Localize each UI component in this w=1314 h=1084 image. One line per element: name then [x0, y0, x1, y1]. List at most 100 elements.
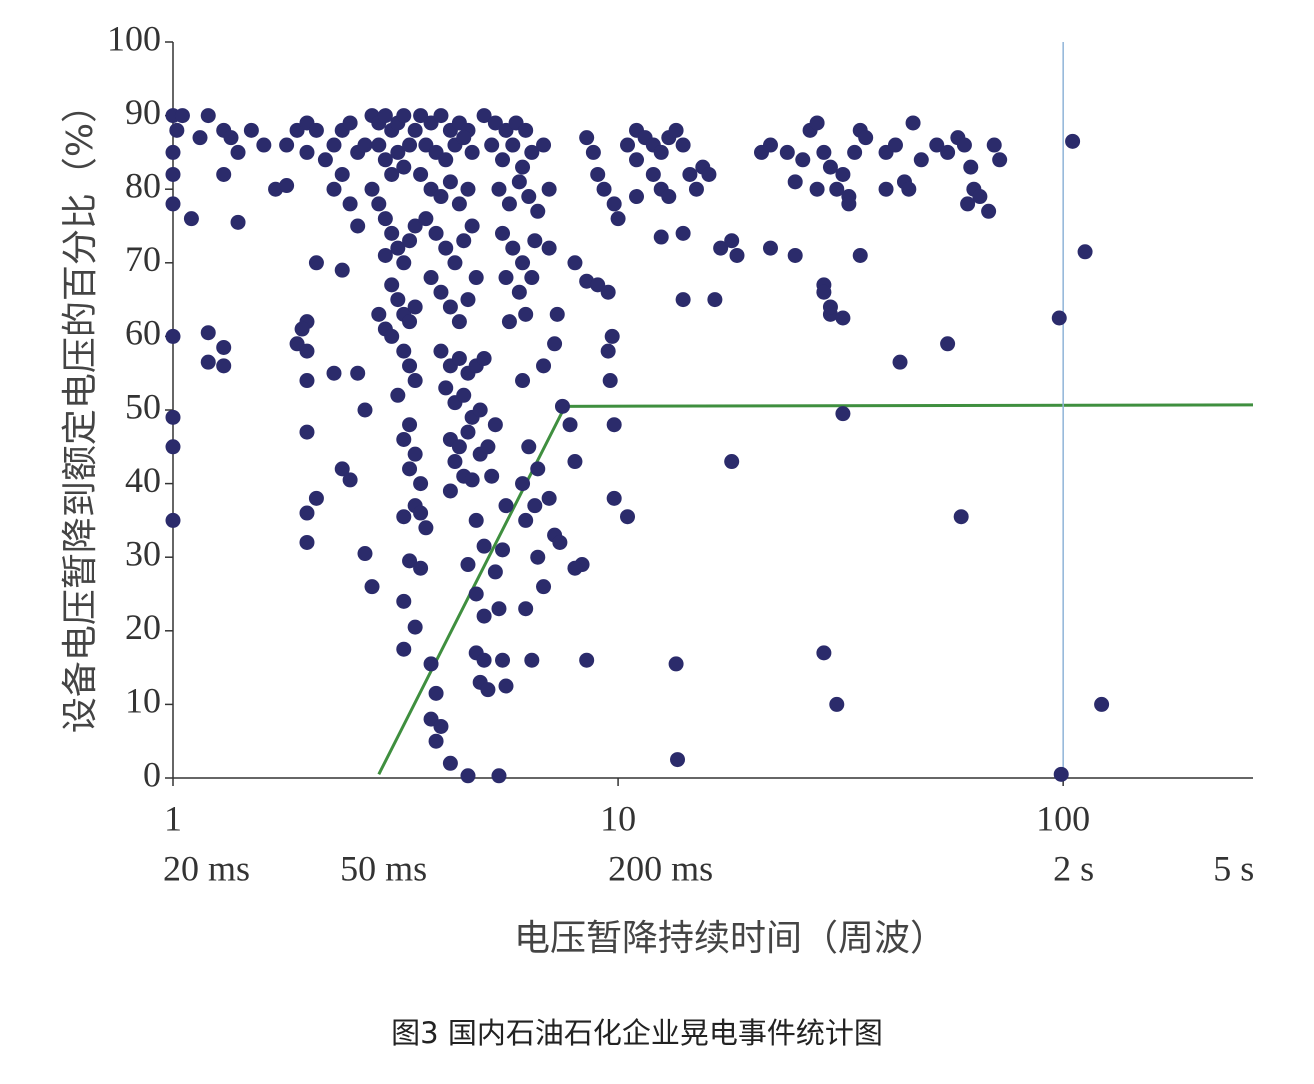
point: [451, 439, 467, 455]
point: [956, 137, 972, 153]
point: [396, 108, 412, 124]
point: [407, 218, 423, 234]
point: [878, 181, 894, 197]
point: [464, 144, 480, 160]
point: [579, 130, 595, 146]
point: [230, 214, 246, 230]
point: [413, 108, 429, 124]
point: [518, 306, 534, 322]
point: [428, 225, 444, 241]
point: [901, 181, 917, 197]
point: [541, 181, 557, 197]
point: [407, 122, 423, 138]
point: [402, 358, 418, 374]
point: [413, 560, 429, 576]
point: [541, 490, 557, 506]
point: [464, 472, 480, 488]
point: [536, 358, 552, 374]
point: [451, 196, 467, 212]
point: [442, 299, 458, 315]
point: [505, 137, 521, 153]
point: [809, 115, 825, 131]
point: [527, 498, 543, 514]
point: [668, 122, 684, 138]
point: [350, 365, 366, 381]
point: [334, 461, 350, 477]
point: [476, 108, 492, 124]
point: [668, 656, 684, 672]
point: [653, 229, 669, 245]
point: [822, 299, 838, 315]
point: [174, 108, 190, 124]
point: [396, 509, 412, 525]
point: [402, 417, 418, 433]
point: [468, 512, 484, 528]
point: [464, 218, 480, 234]
point: [963, 159, 979, 175]
point: [521, 189, 537, 205]
point: [299, 144, 315, 160]
point: [541, 240, 557, 256]
point: [299, 343, 315, 359]
point: [396, 641, 412, 657]
point: [407, 446, 423, 462]
point: [829, 181, 845, 197]
point: [418, 520, 434, 536]
point: [554, 398, 570, 414]
point: [279, 137, 295, 153]
point: [342, 115, 358, 131]
point: [929, 137, 945, 153]
point: [701, 166, 717, 182]
point: [905, 115, 921, 131]
point: [1053, 766, 1069, 782]
point: [433, 718, 449, 734]
y-tick-label: 30: [125, 533, 161, 573]
point: [460, 181, 476, 197]
point: [428, 685, 444, 701]
point: [762, 240, 778, 256]
point: [357, 546, 373, 562]
y-tick-label: 10: [125, 681, 161, 721]
point: [585, 144, 601, 160]
point: [350, 218, 366, 234]
point: [165, 144, 181, 160]
y-tick-label: 20: [125, 607, 161, 647]
point: [480, 439, 496, 455]
point: [407, 299, 423, 315]
point: [357, 402, 373, 418]
point: [377, 211, 393, 227]
point: [530, 461, 546, 477]
point: [451, 350, 467, 366]
point: [433, 284, 449, 300]
point: [620, 137, 636, 153]
point: [1094, 696, 1110, 712]
point: [165, 328, 181, 344]
point: [1051, 310, 1067, 326]
point: [940, 336, 956, 352]
point: [682, 166, 698, 182]
time-tick-label: 50 ms: [340, 848, 427, 888]
point: [456, 233, 472, 249]
point: [433, 343, 449, 359]
y-tick-label: 0: [143, 754, 161, 794]
point: [377, 108, 393, 124]
point: [887, 137, 903, 153]
point: [521, 439, 537, 455]
point: [729, 247, 745, 263]
point: [835, 310, 851, 326]
point: [487, 564, 503, 580]
point: [515, 476, 531, 492]
point: [600, 284, 616, 300]
point: [498, 498, 514, 514]
point: [396, 431, 412, 447]
point: [308, 122, 324, 138]
point: [342, 196, 358, 212]
point: [779, 144, 795, 160]
point: [986, 137, 1002, 153]
point: [438, 152, 454, 168]
point: [511, 284, 527, 300]
point: [476, 350, 492, 366]
point: [579, 652, 595, 668]
point: [223, 130, 239, 146]
point: [402, 137, 418, 153]
